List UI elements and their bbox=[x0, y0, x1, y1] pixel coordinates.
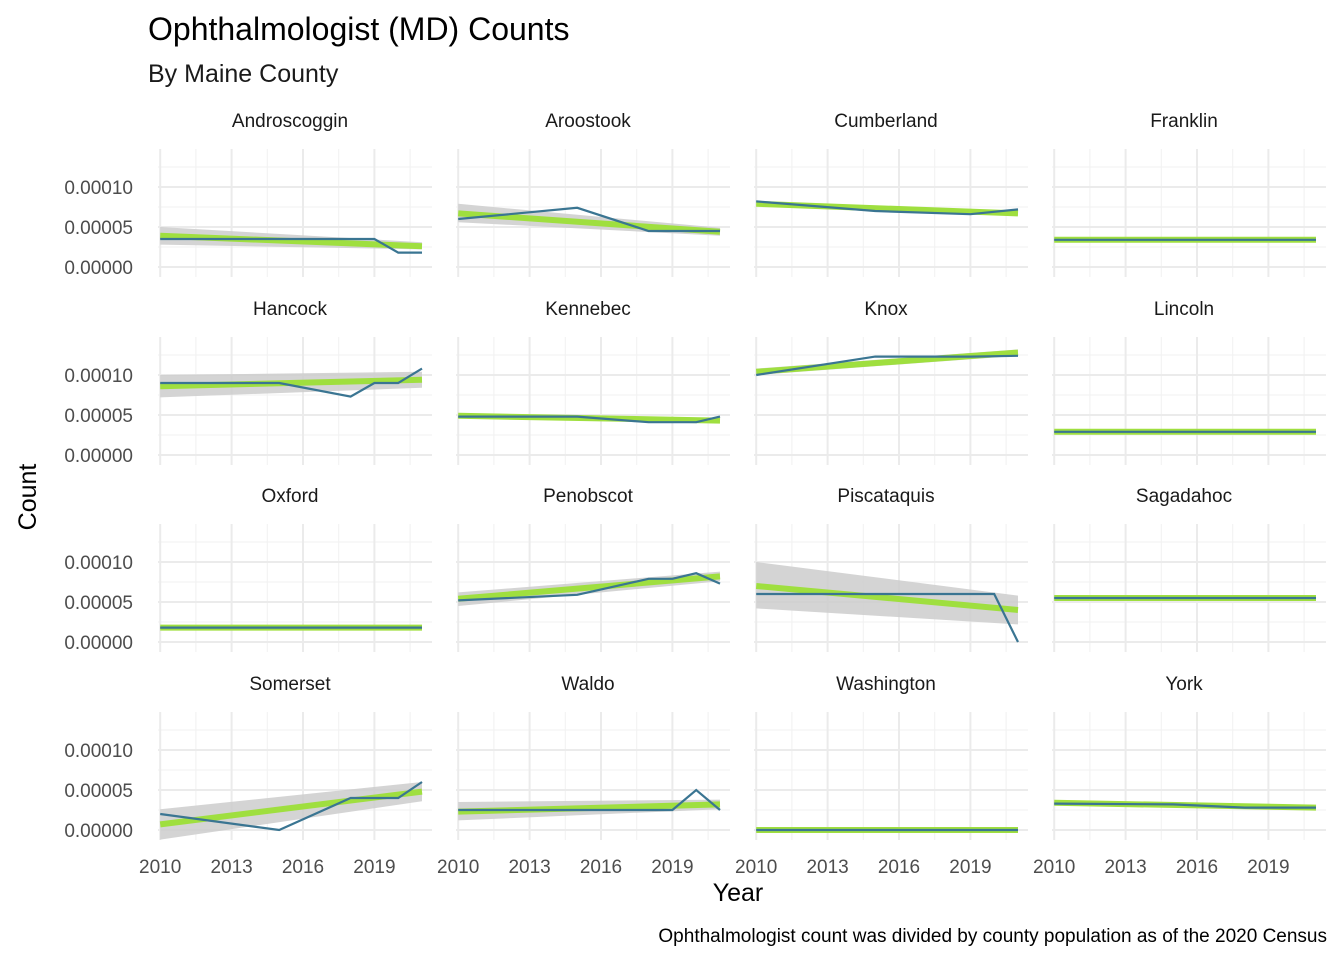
x-tick-label: 2019 bbox=[651, 857, 693, 878]
facet-strip-label: Oxford bbox=[261, 486, 318, 507]
x-tick-label: 2019 bbox=[949, 857, 991, 878]
facet-piscataquis: Piscataquis bbox=[754, 486, 1028, 652]
y-tick-label: 0.00000 bbox=[64, 258, 133, 279]
facet-strip-label: Hancock bbox=[253, 299, 327, 320]
series-line bbox=[160, 781, 423, 832]
facet-lincoln: Lincoln bbox=[1052, 299, 1326, 465]
facet-androscoggin: Androscoggin 0.00000 0.00005 0.00010 bbox=[64, 111, 432, 279]
facet-knox: Knox bbox=[754, 299, 1028, 465]
facet-penobscot: Penobscot bbox=[456, 486, 730, 652]
facet-strip-label: Piscataquis bbox=[837, 486, 934, 507]
facet-strip-label: Androscoggin bbox=[232, 111, 348, 132]
facet-strip-label: Cumberland bbox=[834, 111, 938, 132]
facet-strip-label: Sagadahoc bbox=[1136, 486, 1232, 507]
y-tick-label: 0.00010 bbox=[64, 178, 133, 199]
series-line bbox=[160, 237, 422, 254]
facet-strip-label: Kennebec bbox=[545, 299, 631, 320]
y-tick-label: 0.00010 bbox=[64, 553, 133, 574]
facet-somerset: Somerset 0.00000 0.00005 0.00010 2010 2013 201… bbox=[64, 674, 432, 878]
series-line bbox=[458, 206, 720, 233]
facet-strip-label: Lincoln bbox=[1154, 299, 1214, 320]
chart-caption: Ophthalmologist count was divided by cou… bbox=[658, 926, 1327, 947]
facet-strip-label: Penobscot bbox=[543, 486, 634, 507]
y-tick-label: 0.00005 bbox=[64, 593, 133, 614]
trend-line bbox=[160, 376, 423, 390]
series-line bbox=[756, 200, 1019, 216]
chart-title: Ophthalmologist (MD) Counts bbox=[148, 11, 569, 47]
x-tick-label: 2016 bbox=[282, 857, 324, 878]
trend-line bbox=[457, 210, 721, 235]
y-tick-label: 0.00005 bbox=[64, 406, 133, 427]
facet-grid: Androscoggin 0.00000 0.00005 0.00010 Aroosto… bbox=[64, 111, 1326, 878]
facet-strip-label: Waldo bbox=[561, 674, 614, 695]
series-line bbox=[756, 592, 1019, 643]
series-line bbox=[756, 354, 1019, 377]
chart-subtitle: By Maine County bbox=[148, 60, 339, 88]
x-tick-label: 2013 bbox=[806, 857, 848, 878]
x-tick-label: 2013 bbox=[1104, 857, 1146, 878]
y-tick-label: 0.00005 bbox=[64, 218, 133, 239]
trend-line bbox=[457, 573, 721, 602]
facet-strip-label: Franklin bbox=[1150, 111, 1218, 132]
x-tick-label: 2010 bbox=[735, 857, 777, 878]
trend-line bbox=[160, 232, 423, 250]
facet-strip-label: Washington bbox=[836, 674, 936, 695]
facet-cumberland: Cumberland bbox=[754, 111, 1028, 277]
y-tick-label: 0.00000 bbox=[64, 821, 133, 842]
series-line bbox=[458, 415, 721, 424]
series-line bbox=[160, 367, 423, 398]
trend-line bbox=[755, 583, 1019, 613]
facet-strip-label: Aroostook bbox=[545, 111, 631, 132]
facet-york: York 2010 2013 2016 2019 bbox=[1033, 674, 1326, 878]
facet-strip-label: York bbox=[1165, 674, 1203, 695]
x-tick-label: 2019 bbox=[1247, 857, 1289, 878]
x-tick-label: 2016 bbox=[1176, 857, 1218, 878]
facet-sagadahoc: Sagadahoc bbox=[1052, 486, 1326, 652]
x-tick-label: 2016 bbox=[580, 857, 622, 878]
x-tick-label: 2016 bbox=[878, 857, 920, 878]
facet-kennebec: Kennebec bbox=[456, 299, 730, 465]
y-tick-label: 0.00010 bbox=[64, 366, 133, 387]
x-tick-label: 2019 bbox=[353, 857, 395, 878]
x-tick-label: 2010 bbox=[437, 857, 479, 878]
y-tick-label: 0.00005 bbox=[64, 781, 133, 802]
facet-strip-label: Somerset bbox=[249, 674, 331, 695]
facet-hancock: Hancock 0.00000 0.00005 0.00010 bbox=[64, 299, 432, 467]
x-tick-label: 2010 bbox=[1033, 857, 1075, 878]
facet-waldo: Waldo 2010 2013 2016 2019 bbox=[437, 674, 730, 878]
x-axis-label: Year bbox=[713, 879, 764, 907]
facet-oxford: Oxford 0.00000 0.00005 0.00010 bbox=[64, 486, 432, 654]
x-tick-label: 2013 bbox=[210, 857, 252, 878]
y-axis-label: Count bbox=[14, 464, 42, 531]
series-line bbox=[458, 572, 721, 602]
y-tick-label: 0.00010 bbox=[64, 741, 133, 762]
series-line bbox=[1054, 802, 1316, 809]
y-tick-label: 0.00000 bbox=[64, 446, 133, 467]
facet-washington: Washington 2010 2013 2016 2019 bbox=[735, 674, 1028, 878]
series-line bbox=[458, 788, 721, 812]
x-tick-label: 2013 bbox=[508, 857, 550, 878]
x-tick-label: 2010 bbox=[139, 857, 181, 878]
y-tick-label: 0.00000 bbox=[64, 633, 133, 654]
facet-aroostook: Aroostook bbox=[456, 111, 730, 277]
facet-strip-label: Knox bbox=[864, 299, 908, 320]
facet-franklin: Franklin bbox=[1052, 111, 1326, 277]
